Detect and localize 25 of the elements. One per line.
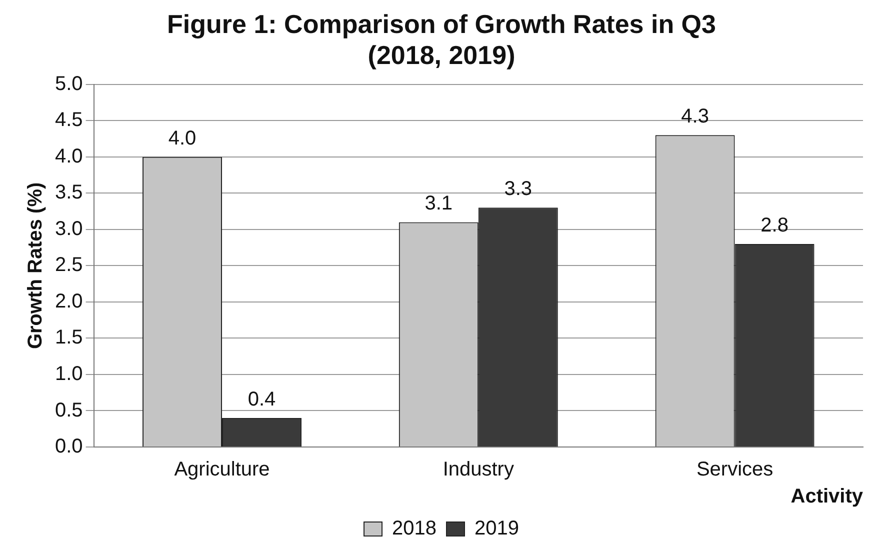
y-tick-label: 4.0 [54, 145, 83, 168]
text: 0.4 [248, 388, 276, 411]
y-tick-label: 2.0 [54, 290, 83, 312]
text: 3.1 [424, 192, 453, 215]
y-tick-label: 5.0 [54, 72, 83, 95]
y-tick-label: 0.5 [54, 399, 83, 422]
x-axis-title: Activity [790, 486, 864, 508]
y-tick-label: 3.5 [54, 182, 83, 204]
x-tick-label: Services [696, 458, 774, 481]
text: 2.8 [760, 214, 788, 236]
chart-title: Figure 1: Comparison of Growth Rates in Q3 (2018, 2019) [167, 8, 716, 70]
text: 4.0 [168, 127, 196, 150]
y-tick-label: 1.0 [54, 362, 83, 385]
text: 3.3 [504, 178, 532, 200]
legend-label: 2019 [474, 518, 519, 540]
x-tick-label: Agriculture [174, 458, 270, 481]
y-axis-title: Growth Rates (%) [24, 182, 47, 350]
y-tick-label: 1.5 [54, 326, 83, 349]
text: 4.3 [681, 106, 709, 128]
y-tick-label: 3.0 [54, 218, 83, 240]
x-tick-label: Industry [442, 458, 514, 481]
y-tick-label: 4.5 [54, 109, 83, 132]
y-tick-label: 2.5 [54, 254, 83, 276]
legend-label: 2018 [392, 518, 437, 540]
y-tick-label: 0.0 [54, 436, 83, 458]
